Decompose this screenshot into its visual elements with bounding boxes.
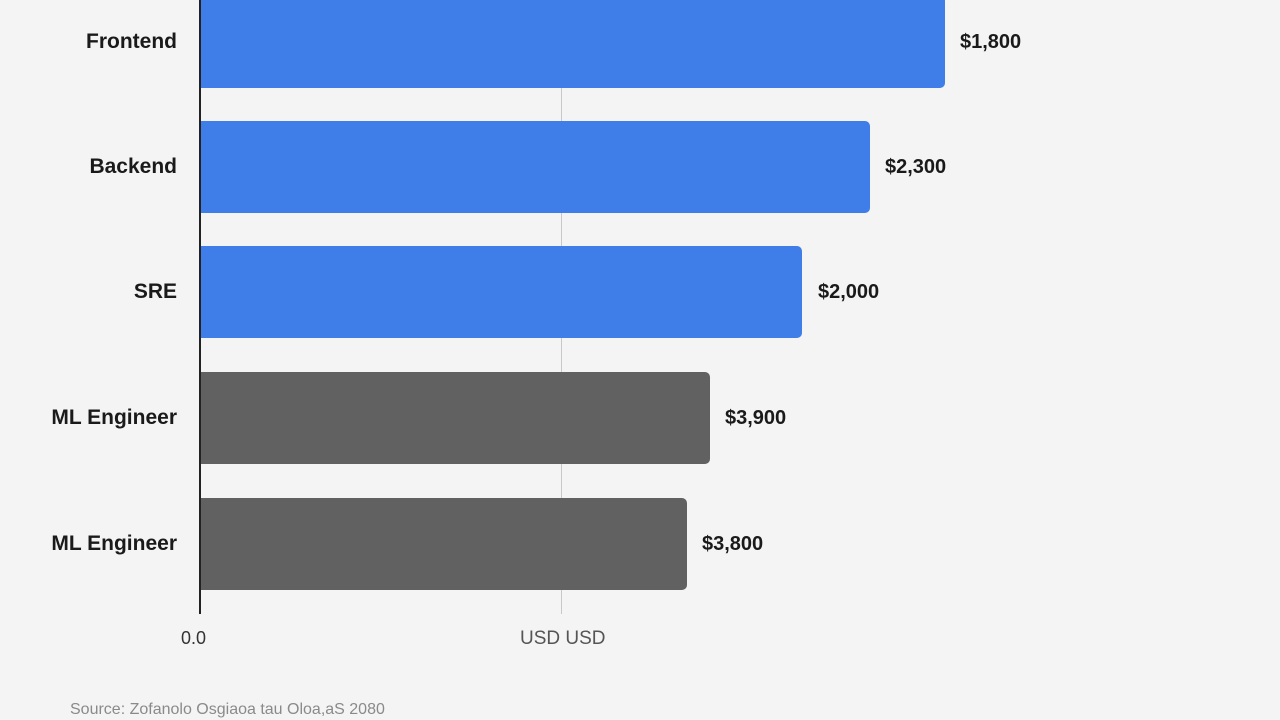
value-label: $2,000 — [818, 280, 880, 303]
category-label: Backend — [89, 155, 177, 178]
x-tick-zero: 0.0 — [181, 628, 207, 648]
category-label: ML Engineer — [51, 532, 177, 555]
bar-ml-engineer-1[interactable] — [201, 372, 710, 464]
category-label: SRE — [133, 280, 177, 303]
value-label: $1,800 — [960, 30, 1022, 53]
value-label: $2,300 — [885, 155, 947, 178]
bar-sre[interactable] — [201, 246, 802, 338]
source-note: Source: Zofanolo Osgiaoa tau Oloa,aS 208… — [70, 701, 385, 718]
category-label: ML Engineer — [51, 406, 177, 429]
bar-row-ml-engineer-1: ML Engineer $3,900 — [0, 372, 1280, 464]
bar-backend[interactable] — [201, 121, 870, 213]
category-label: Frontend — [86, 30, 177, 53]
bar-row-ml-engineer-2: ML Engineer $3,800 — [0, 498, 1280, 590]
bar-ml-engineer-2[interactable] — [201, 498, 687, 590]
bar-row-sre: SRE $2,000 — [0, 246, 1280, 338]
bar-row-backend: Backend $2,300 — [0, 121, 1280, 213]
y-axis-line — [199, 0, 201, 614]
value-label: $3,800 — [702, 532, 764, 555]
bar-row-frontend: Frontend $1,800 — [0, 0, 1280, 88]
x-axis-label: USD USD — [520, 628, 606, 649]
value-label: $3,900 — [725, 406, 787, 429]
bar-frontend[interactable] — [201, 0, 945, 88]
